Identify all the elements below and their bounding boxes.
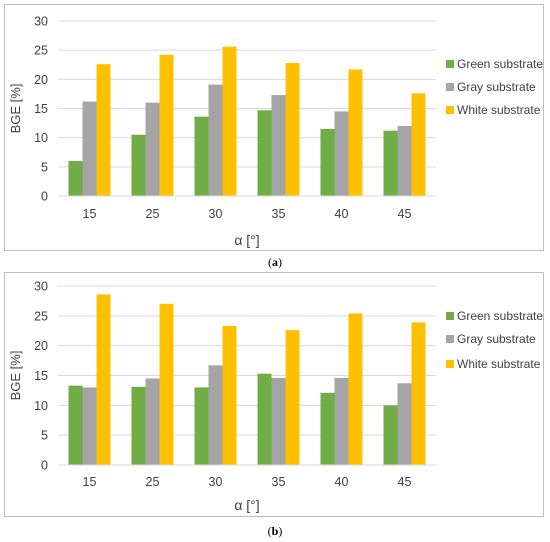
- bar-white-substrate: [411, 93, 426, 196]
- y-tick-label: 10: [34, 131, 48, 145]
- bar-green-substrate: [257, 373, 272, 465]
- caption-a-open: (: [268, 255, 272, 269]
- y-axis-label: BGE [%]: [8, 351, 23, 401]
- y-tick-label: 0: [41, 459, 48, 473]
- x-tick-label: 30: [209, 207, 223, 221]
- caption-b: (b): [0, 524, 550, 539]
- bar-white-substrate: [348, 69, 363, 196]
- legend-swatch: [446, 60, 454, 68]
- x-tick-label: 45: [398, 475, 412, 489]
- legend-label: Green substrate: [457, 57, 543, 71]
- bar-gray-substrate: [208, 84, 223, 196]
- legend-swatch: [446, 312, 454, 320]
- bar-white-substrate: [159, 54, 174, 197]
- bar-gray-substrate: [334, 111, 349, 196]
- legend-label: White substrate: [457, 357, 541, 371]
- x-tick-label: 35: [272, 207, 286, 221]
- y-tick-label: 0: [41, 190, 48, 204]
- bar-green-substrate: [383, 130, 398, 196]
- legend-label: Green substrate: [457, 309, 543, 323]
- bar-white-substrate: [222, 46, 237, 196]
- bar-gray-substrate: [271, 95, 286, 196]
- x-axis-label: α [°]: [234, 497, 259, 513]
- legend-label: White substrate: [457, 103, 541, 117]
- legend-swatch: [446, 335, 454, 343]
- caption-a: (a): [0, 255, 550, 270]
- bar-white-substrate: [348, 313, 363, 465]
- legend-label: Gray substrate: [457, 332, 536, 346]
- bar-white-substrate: [96, 64, 111, 197]
- x-tick-label: 15: [83, 475, 97, 489]
- x-axis-label: α [°]: [234, 232, 259, 248]
- bar-white-substrate: [411, 322, 426, 465]
- y-axis-label: BGE [%]: [8, 84, 23, 134]
- bar-gray-substrate: [397, 126, 412, 196]
- x-tick-label: 40: [335, 207, 349, 221]
- bar-gray-substrate: [271, 377, 286, 465]
- x-tick-label: 35: [272, 475, 286, 489]
- bar-green-substrate: [383, 405, 398, 465]
- y-tick-label: 10: [34, 399, 48, 413]
- x-tick-label: 40: [335, 475, 349, 489]
- bar-gray-substrate: [82, 387, 97, 465]
- bar-white-substrate: [222, 325, 237, 465]
- y-tick-label: 30: [34, 15, 48, 29]
- bar-white-substrate: [159, 303, 174, 465]
- y-tick-label: 30: [34, 280, 48, 294]
- bar-green-substrate: [320, 392, 335, 465]
- bar-gray-substrate: [145, 378, 160, 465]
- caption-a-close: ): [278, 255, 282, 269]
- bar-gray-substrate: [82, 101, 97, 196]
- caption-b-open: (: [267, 524, 272, 538]
- y-tick-label: 15: [34, 102, 48, 116]
- caption-b-close: ): [278, 524, 283, 538]
- y-tick-label: 15: [34, 369, 48, 383]
- x-tick-label: 30: [209, 475, 223, 489]
- bar-white-substrate: [285, 330, 300, 465]
- y-tick-label: 5: [41, 429, 48, 443]
- legend-swatch: [446, 360, 454, 368]
- bar-green-substrate: [194, 116, 209, 196]
- bar-green-substrate: [68, 161, 83, 196]
- bar-gray-substrate: [208, 365, 223, 465]
- y-tick-label: 20: [34, 339, 48, 353]
- bar-white-substrate: [96, 294, 111, 465]
- x-tick-label: 25: [146, 475, 160, 489]
- y-tick-label: 25: [34, 44, 48, 58]
- bar-green-substrate: [194, 387, 209, 465]
- y-tick-label: 5: [41, 160, 48, 174]
- legend-label: Gray substrate: [457, 80, 536, 94]
- y-tick-label: 20: [34, 73, 48, 87]
- legend-swatch: [446, 83, 454, 91]
- bar-gray-substrate: [145, 102, 160, 196]
- y-tick-label: 25: [34, 309, 48, 323]
- bar-gray-substrate: [397, 383, 412, 465]
- bar-gray-substrate: [334, 377, 349, 465]
- caption-a-letter: a: [272, 255, 278, 269]
- bar-green-substrate: [131, 134, 146, 196]
- bar-green-substrate: [131, 386, 146, 465]
- bar-green-substrate: [68, 385, 83, 465]
- x-tick-label: 25: [146, 207, 160, 221]
- bar-green-substrate: [320, 128, 335, 196]
- caption-b-letter: b: [271, 524, 279, 538]
- bar-white-substrate: [285, 63, 300, 196]
- legend-swatch: [446, 106, 454, 114]
- x-tick-label: 45: [398, 207, 412, 221]
- x-tick-label: 15: [83, 207, 97, 221]
- bar-green-substrate: [257, 110, 272, 196]
